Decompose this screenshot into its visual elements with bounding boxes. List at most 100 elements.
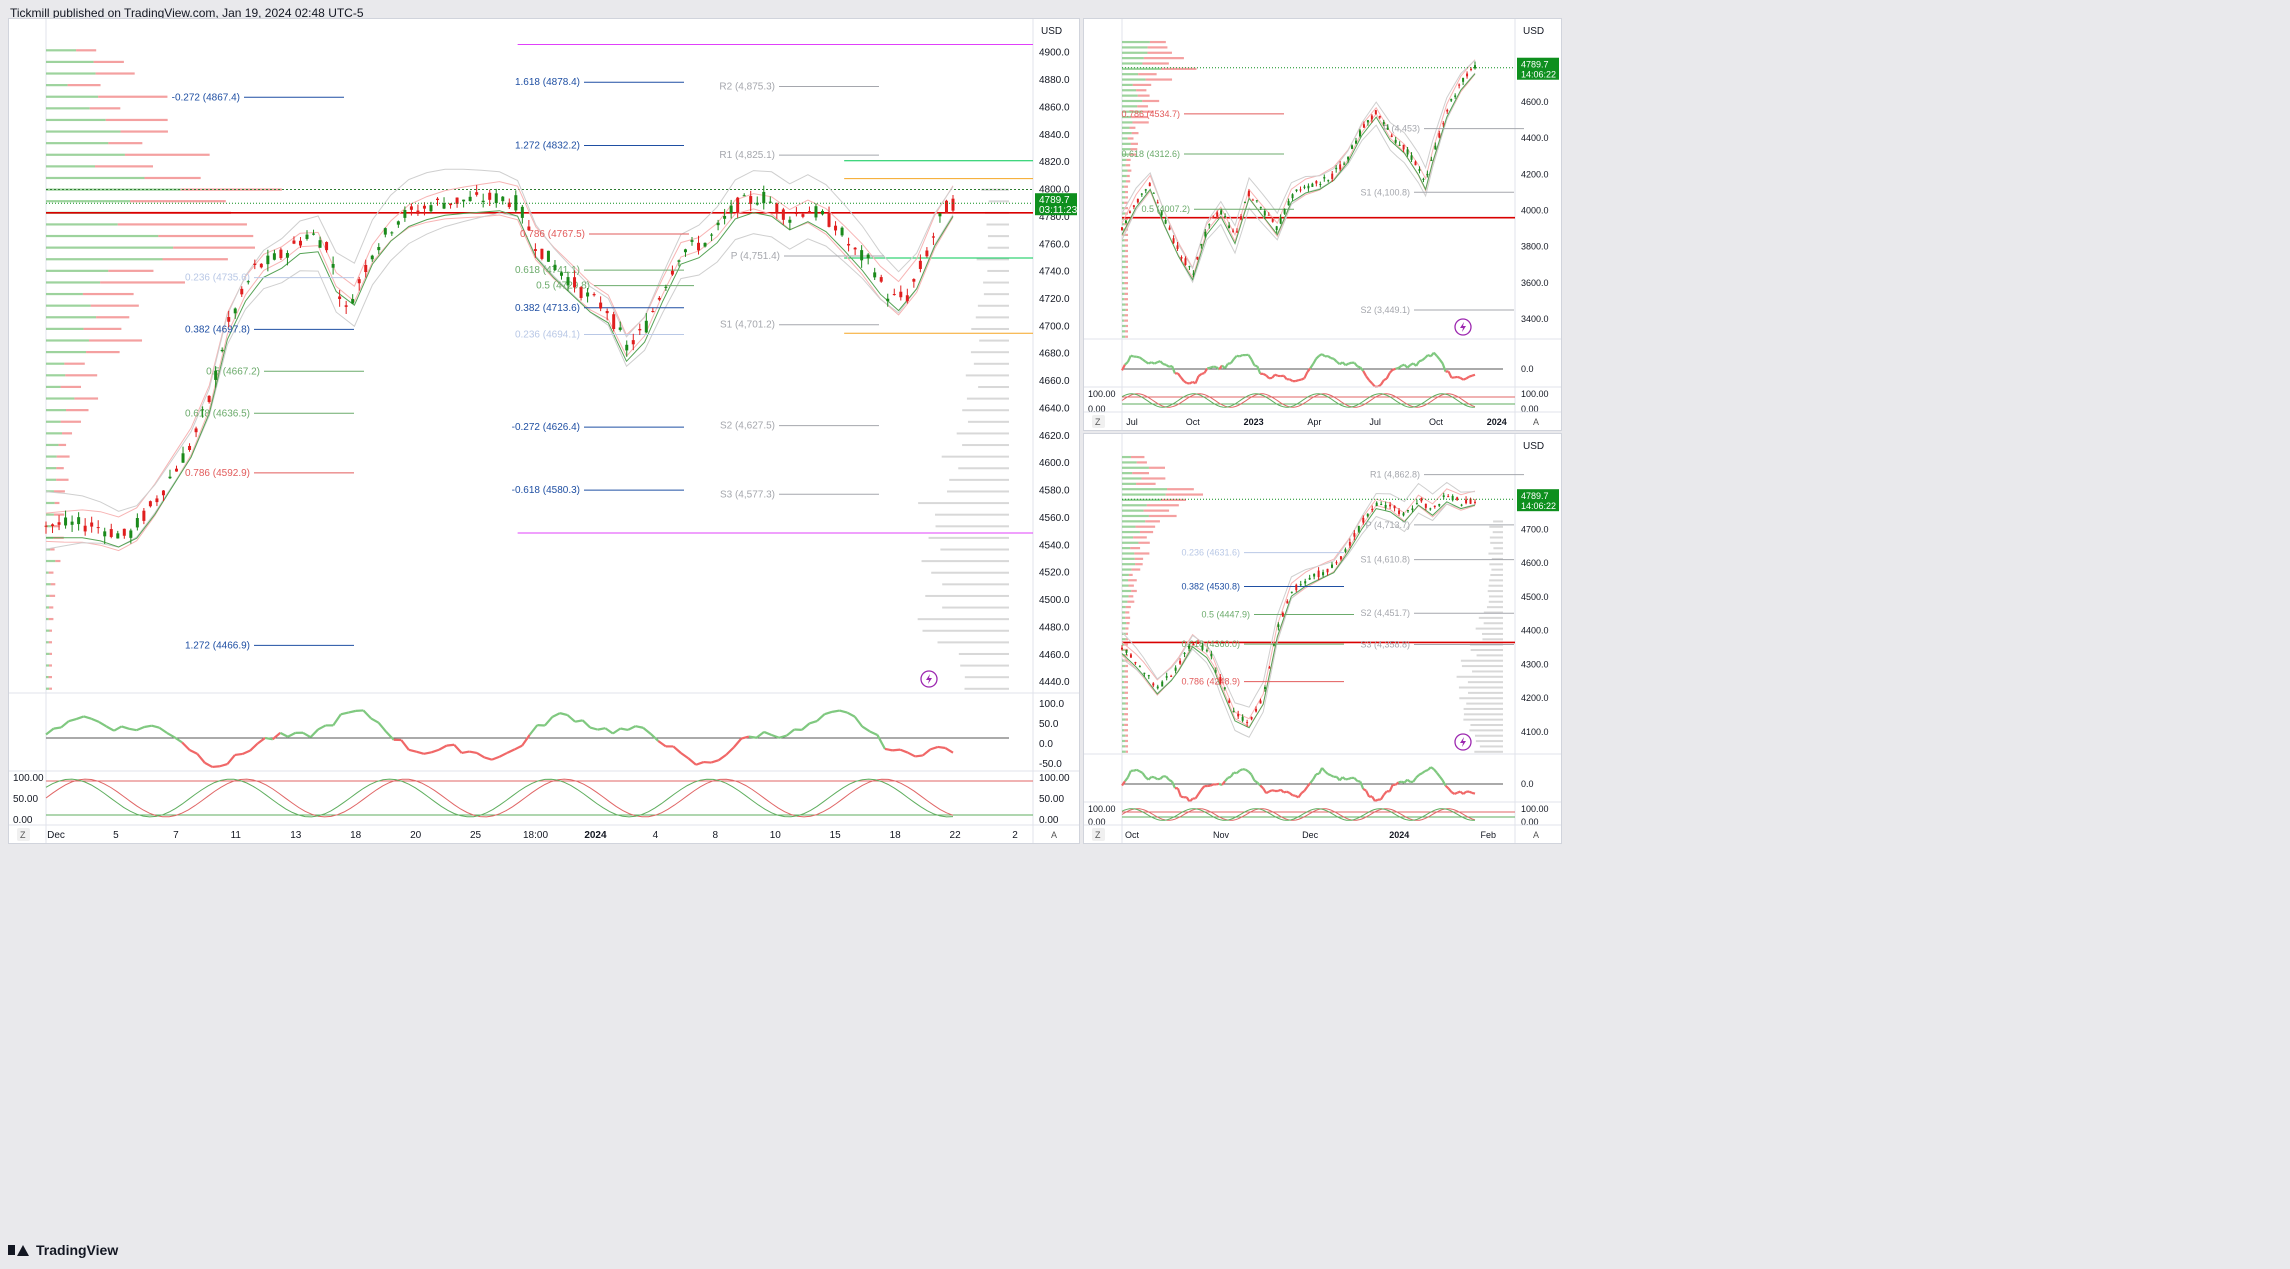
candle-body [1430,159,1433,161]
volume-profile-bar-right [986,223,1009,226]
volume-profile-bar-down [120,130,168,133]
cci-segment [1406,778,1411,783]
candle-body [827,213,831,227]
top-right-chart-panel[interactable]: USD 0.786 (4534.7) P (4,453) 0.618 (4312.6)… [1083,18,1562,431]
candle-body [1434,145,1437,150]
bottom-right-chart[interactable]: USD R1 (4,862.8) P (4,713.7) 0.236 (4631.6)… [1084,434,1561,843]
volume-profile-bar-down [1142,110,1154,113]
volume-profile-bar-down [1124,723,1128,727]
volume-profile-bar-up [1122,46,1148,49]
cci-segment [370,717,380,724]
stoch-tick-label: 0.00 [1088,817,1106,827]
candle-body [1268,667,1271,669]
volume-profile-bar-down [83,327,122,330]
volume-profile-bar-up [1122,212,1126,215]
top-right-chart[interactable]: USD 0.786 (4534.7) P (4,453) 0.618 (4312.6)… [1084,19,1561,430]
volume-profile-bar-down [1124,314,1128,317]
candle-body [57,522,61,525]
volume-profile-bar-up [46,629,50,632]
main-chart-panel[interactable]: USD 1.618 (4878.4) -0.272 (4867.4) 1.272 (4… [8,18,1080,844]
cci-segment [340,711,349,716]
main-chart[interactable]: USD 1.618 (4878.4) -0.272 (4867.4) 1.272 (4… [9,19,1079,843]
cci-segment [551,712,561,718]
cci-segment [1379,379,1385,386]
volume-profile-bar-down [1125,627,1129,630]
candle-body [1418,169,1421,171]
candle-body [723,216,727,219]
candle-body [1450,99,1453,101]
candle-body [1174,667,1177,671]
candle-body [1201,645,1204,650]
candle-body [1370,115,1373,120]
cci-segment [1441,363,1447,373]
volume-profile-bar-up [1122,67,1162,70]
volume-profile-bar-down [1132,121,1149,124]
volume-profile-bar-up [46,641,49,644]
candle-body [860,250,864,261]
volume-profile-bar-up [1122,573,1129,577]
candle-body [1283,209,1286,214]
volume-profile-bar-down [55,559,61,563]
cci-segment [1121,364,1126,371]
fib-level-label: 0.618 (4741.1) [515,265,580,276]
cci-segment [1239,354,1244,358]
cci-segment [1170,365,1176,374]
cci-segment [1236,354,1240,358]
cci-segment [1162,363,1167,366]
volume-profile-bar-up [1122,745,1126,748]
candle-body [1335,167,1338,170]
candle-body [1446,109,1449,112]
price-tick-label: 4600.0 [1039,458,1070,469]
cci-segment [824,710,833,716]
candle-body [488,192,492,200]
candle-body [1232,711,1235,713]
volume-profile-bar-right [1488,595,1503,598]
volume-profile-bar-right [949,478,1009,481]
cci-segment [1368,379,1373,385]
candle-body [573,277,577,288]
bottom-right-chart-panel[interactable]: USD R1 (4,862.8) P (4,713.7) 0.236 (4631.6)… [1083,433,1562,844]
candle-body [44,525,48,527]
volume-profile-bar-up [1122,600,1128,603]
cci-segment [748,735,757,739]
volume-profile-bar-up [1122,83,1133,87]
volume-profile-bar-down [1134,557,1144,560]
cci-segment [1321,353,1326,358]
volume-profile-bar-down [105,118,168,122]
volume-profile-bar-down [53,490,65,493]
volume-profile-bar-down [89,107,121,110]
volume-profile-bar-up [1122,99,1143,103]
candle-body [612,314,616,330]
volume-profile-bar-up [1122,174,1127,178]
fib-level-label: 0.786 (4592.9) [185,468,250,479]
volume-profile-bar-down [1147,46,1168,49]
volume-profile-bar-up [46,432,63,435]
candle-body [1247,190,1250,197]
price-tick-label: 4540.0 [1039,540,1070,551]
candle-body [1353,533,1356,537]
cci-segment [1221,780,1226,786]
cci-segment [1427,354,1432,358]
volume-profile-bar-right [1463,713,1503,716]
candle-body [1124,220,1127,224]
volume-profile-bar-up [1122,622,1127,625]
cci-segment [1471,791,1476,795]
volume-profile-bar-down [1139,530,1154,534]
cci-segment [45,727,55,736]
cci-segment [801,722,811,731]
volume-profile-bar-up [1122,686,1126,689]
stoch-line [45,778,954,818]
candle-body [1205,650,1208,652]
cci-segment [408,748,417,753]
volume-profile-bar-down [1124,319,1128,322]
volume-profile-bar-right [1458,686,1503,689]
volume-profile-bar-up [46,652,50,655]
cci-segment [1159,360,1164,365]
candle-body [161,490,165,496]
price-tick-label: 4300.0 [1521,659,1549,669]
candle-body [1375,502,1378,506]
cci-segment [121,725,130,730]
volume-profile-bar-right [947,490,1009,493]
cci-segment [491,755,500,761]
volume-profile-bar-up [46,281,101,284]
